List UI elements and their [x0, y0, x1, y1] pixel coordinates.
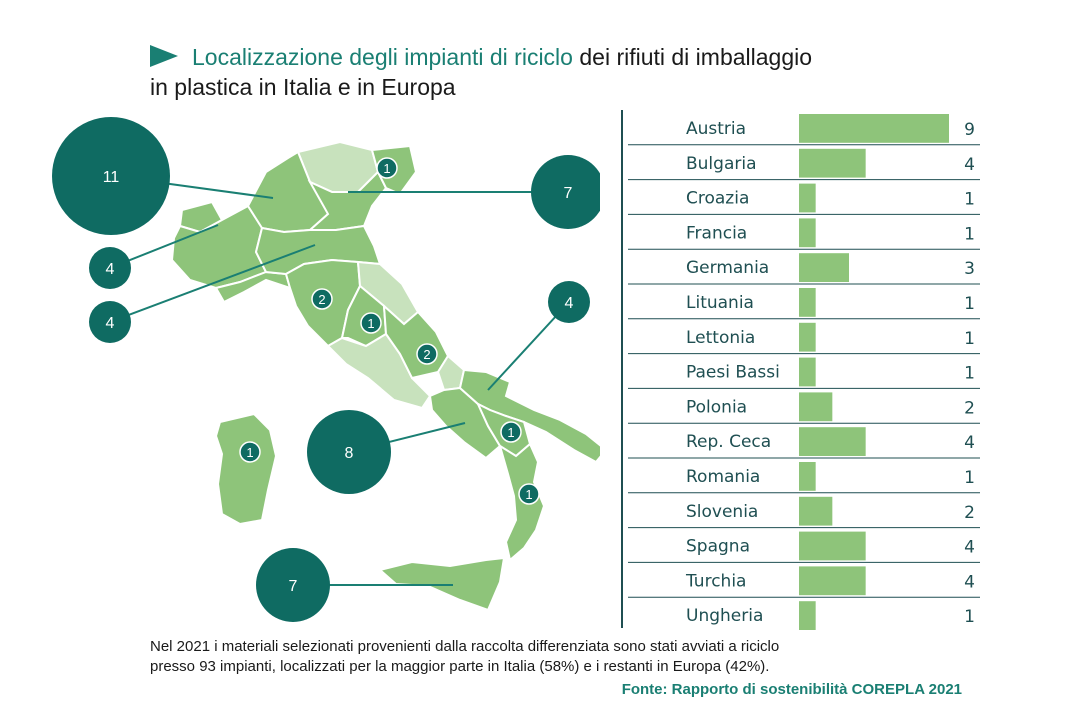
marker-friuli-venezia-giulia [376, 157, 398, 179]
bar-label-croazia: Croazia [686, 189, 749, 209]
bubble-value-puglia: 4 [565, 295, 574, 312]
region-lazio [326, 332, 432, 410]
bar-value-spagna: 4 [964, 538, 975, 558]
footnote-line2: presso 93 impianti, localizzati per la m… [150, 658, 770, 675]
title-accent: Localizzazione degli impianti di riciclo [192, 44, 573, 70]
marker-calabria [518, 483, 540, 505]
bubble-value-piemonte: 4 [106, 261, 115, 278]
callout-line-emilia-romagna [109, 244, 316, 323]
marker-value-basilicata: 1 [507, 425, 514, 440]
bar-value-germania: 3 [964, 259, 975, 279]
bar-romania [799, 462, 816, 491]
marker-basilicata [500, 421, 522, 443]
bar-label-austria: Austria [686, 119, 746, 139]
europe-bar-chart: Austria 9 Bulgaria 4 Croazia 1 Francia 1 Germani… [621, 110, 980, 630]
region-sardegna [214, 412, 278, 526]
bar-bulgaria [799, 148, 866, 178]
marker-sardegna [239, 441, 261, 463]
bar-label-francia: Francia [686, 223, 747, 243]
footnote-line1: Nel 2021 i materiali selezionati proveni… [150, 638, 780, 655]
bar-croazia [799, 183, 816, 213]
bubble-value-campania: 8 [345, 445, 354, 462]
bar-paesi-bassi [799, 357, 816, 387]
bar-value-romania: 1 [964, 468, 975, 488]
bar-value-turchia: 4 [964, 572, 975, 592]
bar-value-ungheria: 1 [964, 607, 975, 627]
marker-value-toscana: 2 [318, 292, 325, 307]
bar-label-ungheria: Ungheria [686, 606, 763, 626]
bar-turchia [799, 566, 866, 596]
bar-label-germania: Germania [686, 258, 769, 278]
map-regions [170, 140, 600, 612]
bar-value-francia: 1 [964, 224, 975, 244]
bar-rep-ceca [799, 427, 866, 456]
source-label: Fonte: Rapporto di sostenibilità COREPLA… [621, 681, 962, 698]
bar-ungheria [799, 601, 816, 630]
bar-label-turchia: Turchia [685, 571, 746, 591]
bar-value-lettonia: 1 [964, 329, 975, 349]
bubble-value-sicilia: 7 [289, 578, 298, 595]
marker-toscana [311, 288, 333, 310]
bubble-veneto [531, 155, 600, 229]
bubble-puglia [548, 281, 590, 323]
marker-value-umbria: 1 [367, 316, 374, 331]
bar-label-rep-ceca: Rep. Ceca [686, 432, 771, 452]
bar-francia [799, 218, 816, 248]
bubble-value-lombardia: 11 [103, 169, 120, 186]
bar-value-paesi-bassi: 1 [964, 364, 975, 384]
bubble-sicilia [256, 548, 330, 622]
bar-label-lettonia: Lettonia [686, 328, 755, 348]
bar-polonia [799, 392, 833, 422]
bar-germania [799, 253, 849, 282]
bar-label-bulgaria: Bulgaria [686, 154, 757, 174]
marker-value-abruzzo: 2 [423, 347, 430, 362]
bar-rows: Austria 9 Bulgaria 4 Croazia 1 Francia 1 Germani… [628, 114, 980, 630]
bubble-emilia-romagna [89, 301, 131, 343]
bar-label-slovenia: Slovenia [686, 502, 758, 522]
bar-label-spagna: Spagna [686, 537, 750, 557]
bar-value-croazia: 1 [964, 190, 975, 210]
bubble-piemonte [89, 247, 131, 289]
bubble-value-veneto: 7 [564, 185, 573, 202]
marker-value-calabria: 1 [525, 487, 532, 502]
marker-value-friuli-venezia-giulia: 1 [383, 161, 390, 176]
arrow-icon [150, 45, 178, 67]
bar-slovenia [799, 496, 833, 526]
bubble-value-emilia-romagna: 4 [106, 315, 115, 332]
bar-lettonia [799, 322, 816, 352]
bar-value-bulgaria: 4 [964, 155, 975, 175]
marker-abruzzo [416, 343, 438, 365]
bubble-lombardia [52, 117, 170, 235]
bar-label-lituania: Lituania [686, 293, 754, 313]
marker-umbria [360, 312, 382, 334]
bar-label-paesi-bassi: Paesi Bassi [686, 363, 780, 383]
bar-label-polonia: Polonia [686, 397, 747, 417]
title-rest: dei rifiuti di imballaggio [572, 44, 813, 70]
bubble-campania [307, 410, 391, 494]
bar-spagna [799, 531, 866, 561]
bar-value-polonia: 2 [964, 398, 975, 418]
bar-value-lituania: 1 [964, 294, 975, 314]
bar-value-austria: 9 [964, 120, 975, 140]
footnote: Nel 2021 i materiali selezionati proveni… [150, 637, 1050, 677]
bar-lituania [799, 288, 816, 317]
title-line2: in plastica in Italia e in Europa [150, 74, 456, 100]
chart-title: Localizzazione degli impianti di riciclo… [150, 42, 1050, 102]
bar-austria [799, 114, 949, 143]
bar-label-romania: Romania [686, 467, 760, 487]
bar-value-slovenia: 2 [964, 503, 975, 523]
marker-value-sardegna: 1 [246, 445, 253, 460]
bar-value-rep-ceca: 4 [964, 433, 975, 453]
